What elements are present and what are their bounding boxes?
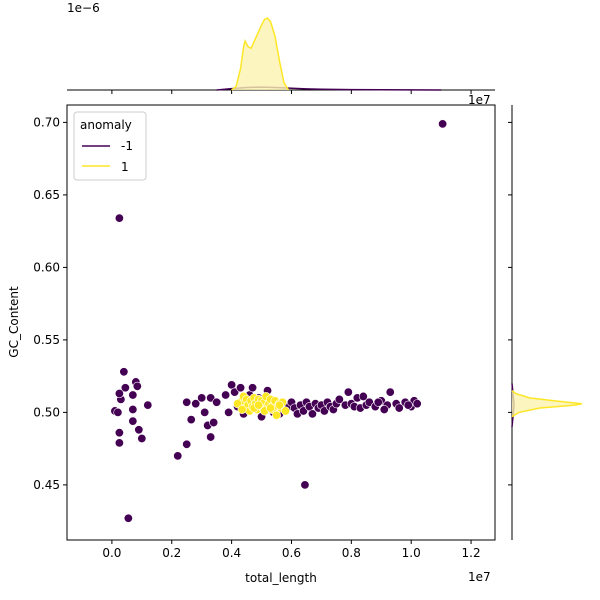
y-axis-ticks: 0.45 0.50 0.55 0.60 0.65 0.70	[33, 115, 67, 492]
scatter-point	[134, 425, 144, 435]
y-marginal-fill	[512, 390, 582, 417]
scatter-point	[300, 480, 310, 490]
y-tick-label: 0.60	[33, 260, 60, 274]
scatter-point	[120, 383, 130, 393]
scatter-point	[209, 418, 219, 428]
scatter-point	[128, 416, 138, 426]
scatter-point	[248, 383, 258, 393]
legend: anomaly -1 1	[73, 111, 147, 181]
scatter-point	[200, 407, 210, 417]
scatter-points	[110, 119, 448, 523]
y-tick-label: 0.55	[33, 333, 60, 347]
scatter-point	[114, 389, 124, 399]
scatter-point	[412, 399, 422, 409]
x-tick-label: 0.4	[222, 546, 241, 560]
x-tick-label: 1.0	[402, 546, 421, 560]
scatter-point	[373, 397, 383, 407]
y-axis-label: GC_Content	[7, 286, 21, 358]
scatter-point	[237, 404, 247, 414]
scatter-point	[137, 433, 147, 443]
x-tick-label: 0.6	[282, 546, 301, 560]
scatter-point	[280, 406, 290, 416]
scatter-point	[191, 399, 201, 409]
scatter-point	[224, 407, 234, 417]
legend-label-1: 1	[121, 160, 129, 174]
scatter-point	[343, 387, 353, 397]
x-marginal-curve	[231, 17, 290, 91]
y-tick-label: 0.65	[33, 188, 60, 202]
scatter-point	[385, 387, 395, 397]
scatter-point	[379, 404, 389, 414]
scatter-point	[212, 397, 222, 407]
scatter-point	[266, 403, 276, 413]
scatter-point	[254, 400, 264, 410]
scatter-point	[182, 397, 192, 407]
x-axis-label: total_length	[245, 571, 317, 585]
x-marginal-density	[67, 17, 495, 94]
scatter-point	[143, 400, 153, 410]
scatter-point	[272, 410, 282, 420]
scatter-point	[438, 119, 448, 129]
scatter-point	[394, 403, 404, 413]
legend-title: anomaly	[80, 118, 132, 132]
scatter-point	[307, 409, 317, 419]
x-tick-label: 0.8	[342, 546, 361, 560]
scatter-point	[197, 393, 207, 403]
scatter-point	[236, 383, 246, 393]
scatter-point	[221, 390, 231, 400]
scatter-point	[186, 415, 196, 425]
scatter-point	[128, 390, 138, 400]
marginal-offset-label: 1e−6	[67, 1, 100, 15]
scatter-point	[114, 428, 124, 438]
y-marginal-curve	[511, 390, 583, 418]
scatter-point	[275, 400, 285, 410]
scatter-point	[123, 513, 133, 523]
scatter-point	[173, 451, 183, 461]
y-tick-label: 0.70	[33, 115, 60, 129]
scatter-point	[113, 407, 123, 417]
scatter-point	[403, 400, 413, 410]
scatter-point	[206, 432, 216, 442]
scatter-point	[114, 438, 124, 448]
y-tick-label: 0.50	[33, 405, 60, 419]
y-marginal-density	[508, 105, 583, 540]
x-offset-label-bottom: 1e7	[468, 570, 491, 584]
scatter-point	[114, 213, 124, 223]
x-axis-ticks: 0.0 0.2 0.4 0.6 0.8 1.0 1.2	[102, 540, 481, 560]
scatter-point	[132, 381, 142, 391]
y-tick-label: 0.45	[33, 478, 60, 492]
scatter-point	[334, 394, 344, 404]
x-tick-label: 0.0	[102, 546, 121, 560]
scatter-point	[182, 439, 192, 449]
scatter-point	[119, 367, 129, 377]
x-offset-label-top: 1e7	[468, 93, 491, 107]
x-tick-label: 1.2	[462, 546, 481, 560]
legend-label-neg1: -1	[121, 139, 133, 153]
scatter-point	[128, 404, 138, 414]
x-tick-label: 0.2	[162, 546, 181, 560]
scatter-point	[358, 391, 368, 401]
